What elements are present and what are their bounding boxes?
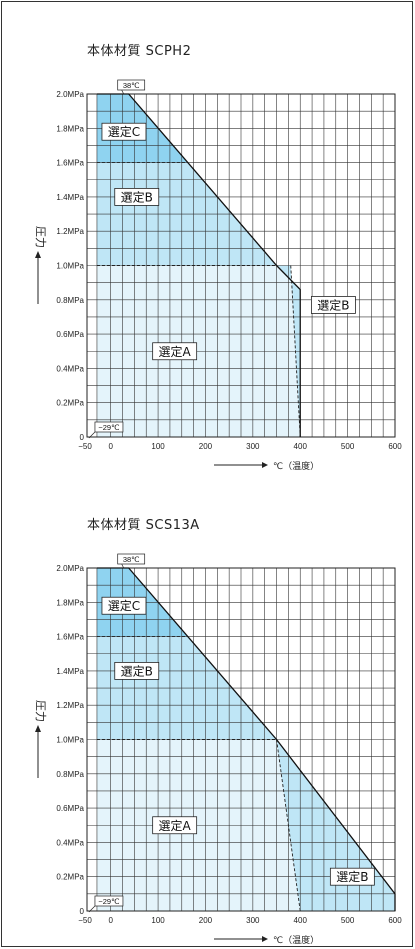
x-tick-label: 600 — [388, 916, 402, 925]
y-tick-label: 1.6MPa — [56, 633, 84, 642]
y-tick-label: 0.8MPa — [56, 770, 84, 779]
x-tick-label: 100 — [151, 916, 165, 925]
x-tick-label: 0 — [108, 916, 113, 925]
chart-svg: 0 0.2MPa 0.4MPa 0.6MPa 0.8MPa 1.0MPa 1.2MPa 1.4… — [34, 79, 402, 472]
y-tick-label: 1.4MPa — [56, 667, 84, 676]
x-tick-label: −50 — [78, 442, 92, 451]
y-tick-label: 0 — [80, 907, 85, 916]
y-tick-label: 0.4MPa — [56, 364, 84, 373]
region-label: 選定B — [336, 869, 368, 884]
chart-panel-scph2: 本体材質 SCPH2 0 0.2MPa 0.4MPa 0.6MPa 0.8MPa 1.0M… — [0, 0, 415, 474]
y-tick-label: 1.0MPa — [56, 736, 84, 745]
y-tick-label: 0.4MPa — [56, 838, 84, 847]
chart-title: 本体材質 SCS13A — [87, 518, 200, 533]
region-label-box — [152, 342, 198, 361]
x-tick-label: 500 — [341, 442, 355, 451]
chart-title: 本体材質 SCPH2 — [87, 44, 192, 59]
x-tick-label: 200 — [199, 916, 213, 925]
region-label-box — [114, 187, 160, 206]
temp-annotation-box — [117, 553, 146, 565]
pressure-temperature-limit — [96, 93, 301, 437]
y-axis-label: 圧力 — [34, 226, 47, 248]
x-axis-label: ℃（温度） — [273, 460, 319, 472]
temp-annotation: −29℃ — [98, 897, 120, 906]
temp-annotation: 38℃ — [123, 81, 140, 90]
chart-panel-scs13a: 本体材質 SCS13A 0 0.2MPa 0.4MPa 0.6MPa 0.8MPa 1.0… — [0, 474, 415, 948]
region-label: 選定C — [108, 124, 140, 139]
x-tick-label: 400 — [294, 442, 308, 451]
y-tick-label: 0.2MPa — [56, 399, 84, 408]
dashed-boundary — [276, 739, 301, 912]
y-tick-label: 0.2MPa — [56, 873, 84, 882]
y-axis-arrowhead — [35, 251, 41, 258]
y-tick-label: 0.6MPa — [56, 330, 84, 339]
annotation-leader — [88, 905, 96, 913]
region-label-box — [329, 867, 375, 886]
y-tick-label: 1.6MPa — [56, 159, 84, 168]
dashed-boundary — [290, 265, 301, 438]
plot-frame — [86, 93, 396, 438]
annotation-leader — [121, 89, 125, 95]
region-label: 選定B — [317, 297, 349, 312]
temp-annotation: 38℃ — [123, 555, 140, 564]
region-label: 選定A — [159, 818, 192, 833]
x-axis-arrowhead — [262, 462, 268, 468]
annotation-leader — [88, 431, 96, 439]
x-tick-label: 300 — [246, 442, 260, 451]
region-label-box — [101, 122, 147, 141]
plot-frame — [86, 567, 396, 912]
x-tick-label: 100 — [151, 442, 165, 451]
y-tick-label: 0.8MPa — [56, 296, 84, 305]
temp-annotation-box — [117, 79, 146, 91]
y-axis-label: 圧力 — [34, 700, 47, 722]
temp-annotation-box — [94, 421, 124, 433]
region-label: 選定C — [108, 598, 140, 613]
selection-region — [276, 265, 301, 437]
temp-annotation: −29℃ — [98, 423, 120, 432]
region-label-box — [101, 596, 147, 615]
region-label: 選定A — [159, 344, 192, 359]
region-label-box — [310, 296, 356, 314]
x-axis-label: ℃（温度） — [273, 934, 319, 946]
y-tick-label: 2.0MPa — [56, 564, 84, 573]
y-tick-label: 1.2MPa — [56, 227, 84, 236]
y-tick-label: 0 — [80, 433, 85, 442]
x-tick-label: 600 — [388, 442, 402, 451]
x-tick-label: 500 — [341, 916, 355, 925]
x-axis-arrowhead — [262, 936, 268, 942]
pressure-temperature-limit — [96, 567, 396, 911]
y-tick-label: 1.8MPa — [56, 124, 84, 133]
y-tick-label: 1.2MPa — [56, 701, 84, 710]
region-label: 選定B — [121, 663, 153, 678]
y-tick-label: 1.0MPa — [56, 262, 84, 271]
y-tick-label: 1.8MPa — [56, 598, 84, 607]
y-tick-label: 1.4MPa — [56, 193, 84, 202]
region-label-box — [152, 816, 198, 835]
y-axis-arrowhead — [35, 725, 41, 732]
annotation-leader — [121, 563, 125, 569]
chart-svg: 0 0.2MPa 0.4MPa 0.6MPa 0.8MPa 1.0MPa 1.2MPa 1.4… — [34, 553, 402, 946]
x-tick-label: −50 — [78, 916, 92, 925]
x-tick-label: 200 — [199, 442, 213, 451]
y-tick-label: 0.6MPa — [56, 804, 84, 813]
region-label: 選定B — [121, 189, 153, 204]
temp-annotation-box — [94, 895, 124, 907]
x-tick-label: 300 — [246, 916, 260, 925]
x-tick-label: 0 — [108, 442, 113, 451]
x-tick-label: 400 — [294, 916, 308, 925]
region-label-box — [114, 661, 160, 680]
y-tick-label: 2.0MPa — [56, 90, 84, 99]
